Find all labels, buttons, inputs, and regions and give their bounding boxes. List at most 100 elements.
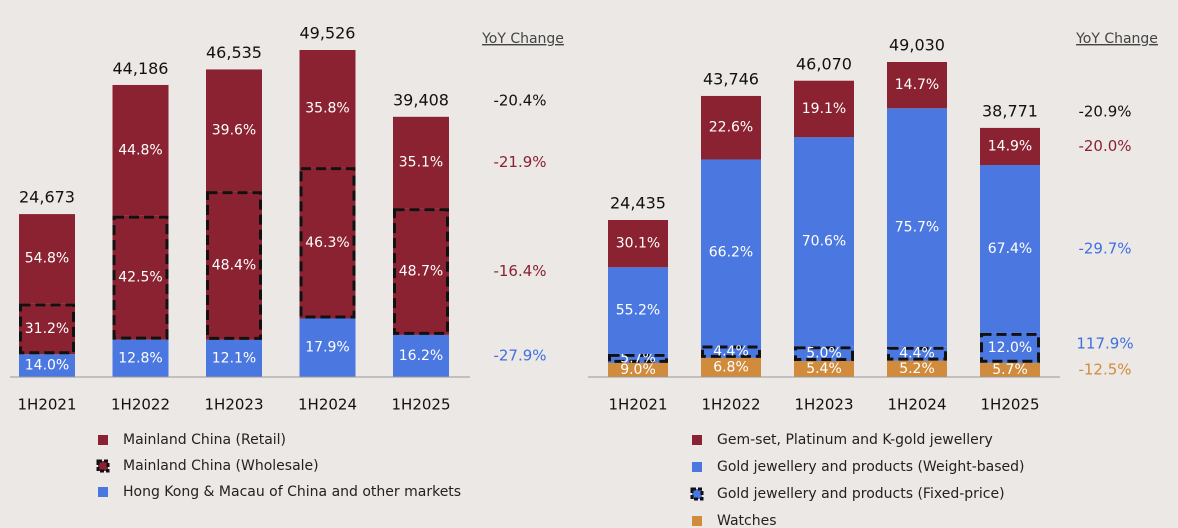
x-tick-label: 1H2021	[609, 396, 668, 414]
segment-label: 39.6%	[212, 122, 256, 138]
legend-swatch	[96, 459, 110, 473]
segment-outline	[794, 346, 854, 362]
bar-segment	[701, 345, 761, 358]
segment-outline	[608, 353, 668, 363]
x-tick-label: 1H2021	[18, 396, 77, 414]
x-tick-label: 1H2024	[888, 396, 947, 414]
bar-segment	[19, 303, 75, 355]
segment-label: 35.1%	[399, 154, 443, 170]
total-label: 24,673	[19, 188, 75, 207]
segment-label: 67.4%	[988, 241, 1032, 257]
bar-segment	[608, 220, 668, 268]
total-label: 44,186	[113, 59, 169, 78]
bar-segment	[393, 116, 449, 209]
segment-label: 54.8%	[25, 251, 69, 267]
bar-segment	[608, 353, 668, 363]
bar-segment	[206, 339, 262, 377]
legend-label: Gem-set, Platinum and K-gold jewellery	[717, 432, 993, 448]
segment-label: 12.0%	[988, 340, 1032, 356]
bar-segment	[980, 362, 1040, 377]
yoy-label: -16.4%	[493, 262, 546, 280]
segment-label: 48.7%	[399, 263, 443, 279]
bar-segment	[887, 346, 947, 361]
bar-segment	[299, 318, 356, 377]
legend-label: Mainland China (Wholesale)	[123, 458, 319, 474]
segment-label: 55.2%	[616, 303, 660, 319]
segment-label: 6.8%	[713, 359, 749, 375]
legend-label: Hong Kong & Macau of China and other mar…	[123, 484, 461, 500]
segment-outline	[299, 167, 356, 319]
bar-segment	[112, 215, 169, 340]
segment-label: 4.4%	[713, 344, 749, 360]
yoy-header: YoY Change	[1075, 31, 1158, 47]
total-label: 46,535	[206, 43, 262, 62]
bar-segment	[206, 191, 262, 340]
legend-label: Mainland China (Retail)	[123, 432, 286, 448]
legend-swatch	[692, 462, 702, 472]
yoy-label: -27.9%	[493, 346, 546, 364]
bar-segment	[794, 137, 854, 347]
x-tick-label: 1H2024	[298, 396, 357, 414]
segment-label: 12.1%	[212, 350, 256, 366]
segment-label: 17.9%	[305, 340, 349, 356]
segment-outline	[701, 345, 761, 358]
bar-segment	[980, 332, 1040, 363]
segment-label: 48.4%	[212, 257, 256, 273]
segment-label: 5.0%	[806, 346, 842, 362]
x-tick-label: 1H2023	[795, 396, 854, 414]
x-tick-label: 1H2025	[981, 396, 1040, 414]
yoy-label: 117.9%	[1076, 334, 1133, 352]
bar-segment	[980, 127, 1040, 166]
bar-segment	[393, 334, 449, 377]
bar-segment	[701, 159, 761, 346]
segment-label: 46.3%	[305, 235, 349, 251]
bar-segment	[887, 108, 947, 347]
legend-label: Gold jewellery and products (Weight-base…	[717, 459, 1024, 475]
segment-label: 75.7%	[895, 220, 939, 236]
bar-segment	[980, 165, 1040, 333]
legend-swatch	[690, 487, 704, 501]
x-tick-label: 1H2022	[702, 396, 761, 414]
segment-label: 66.2%	[709, 244, 753, 260]
bar-segment	[794, 361, 854, 377]
bar-segment	[608, 267, 668, 354]
segment-outline	[19, 303, 75, 355]
segment-label: 5.2%	[899, 361, 935, 377]
segment-label: 44.8%	[118, 142, 162, 158]
bar-segment	[794, 80, 854, 138]
yoy-total: -20.9%	[1078, 102, 1131, 120]
bar-segment	[393, 208, 449, 335]
bar-segment	[608, 362, 668, 377]
yoy-label: -21.9%	[493, 153, 546, 171]
segment-label: 19.1%	[802, 101, 846, 117]
bar-segment	[112, 84, 169, 216]
legend-label: Gold jewellery and products (Fixed-price…	[717, 486, 1005, 502]
bar-segment	[299, 50, 356, 168]
legend-swatch	[98, 487, 108, 497]
total-label: 43,746	[703, 69, 759, 88]
bar-segment	[206, 69, 262, 192]
bar-segment	[19, 214, 75, 304]
bar-segment	[19, 354, 75, 377]
total-label: 24,435	[610, 194, 666, 213]
bar-segment	[794, 346, 854, 362]
segment-label: 14.0%	[25, 358, 69, 374]
segment-label: 4.4%	[899, 346, 935, 362]
segment-label: 42.5%	[118, 270, 162, 286]
yoy-label: -12.5%	[1078, 360, 1131, 378]
segment-label: 5.7%	[620, 350, 656, 366]
total-label: 38,771	[982, 101, 1038, 120]
segment-label: 22.6%	[709, 120, 753, 136]
segment-label: 12.8%	[118, 350, 162, 366]
x-tick-label: 1H2022	[111, 396, 170, 414]
total-label: 49,030	[889, 36, 945, 55]
yoy-total: -20.4%	[493, 91, 546, 109]
segment-outline	[393, 208, 449, 335]
yoy-header: YoY Change	[481, 31, 564, 47]
segment-outline	[112, 215, 169, 340]
legend-label: Watches	[717, 513, 777, 528]
bar-segment	[887, 360, 947, 377]
x-tick-label: 1H2023	[205, 396, 264, 414]
segment-outline	[206, 191, 262, 340]
